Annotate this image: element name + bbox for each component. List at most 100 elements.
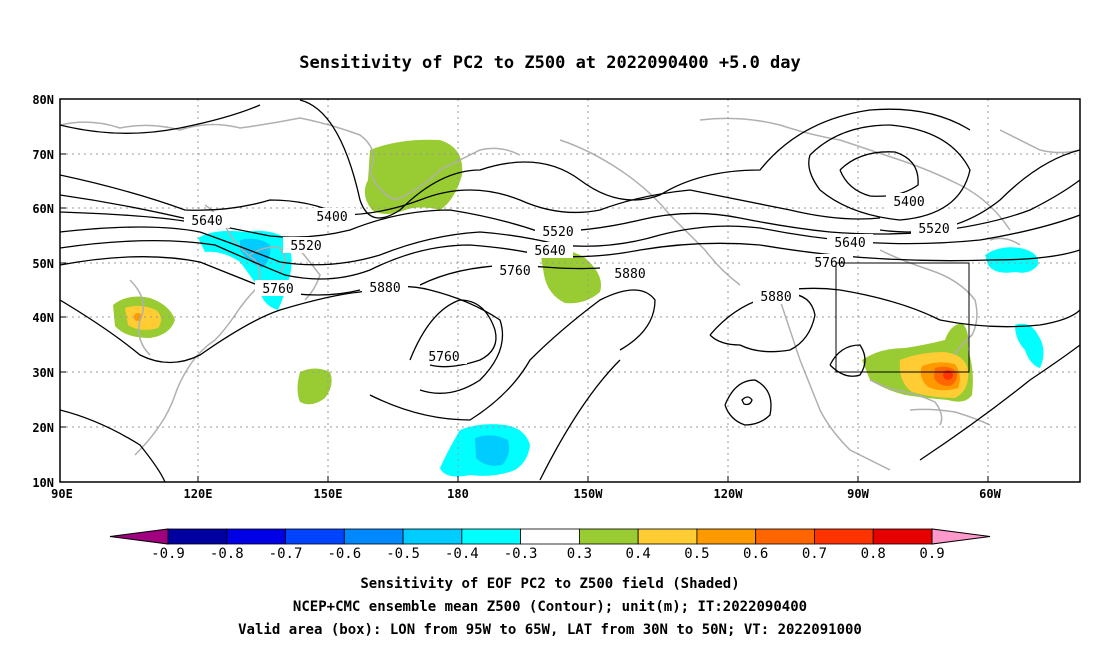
colorbar-swatch xyxy=(402,528,463,545)
colorbar-swatch xyxy=(814,528,874,545)
lon-tick-label: 180 xyxy=(447,487,469,501)
colorbar-label: -0.8 xyxy=(210,546,244,562)
map-frame xyxy=(59,98,1081,483)
contour-line xyxy=(741,396,753,406)
shade-positive-region xyxy=(540,248,601,304)
contour-label: 5400 xyxy=(316,210,347,225)
contour-line xyxy=(808,124,971,221)
lat-tick-label: 80N xyxy=(32,93,54,107)
contour-line xyxy=(879,149,1080,233)
coastline xyxy=(909,408,991,426)
lat-tick-label: 10N xyxy=(32,476,54,490)
lon-tick-label: 90W xyxy=(847,487,869,501)
lon-axis: 90E 120E 150E 180 150W 120W 90W 60W xyxy=(51,476,1002,501)
lon-tick-label: 90E xyxy=(51,487,73,501)
contour-line xyxy=(539,359,621,481)
contour-labels: 5400 5400 5520 5520 5520 5640 5640 5640 … xyxy=(184,193,957,365)
contour-line xyxy=(829,344,866,377)
contour-line xyxy=(359,285,504,394)
lon-tick-label: 150W xyxy=(574,487,604,501)
valid-area-box xyxy=(835,262,970,373)
lon-tick-label: 120W xyxy=(714,487,744,501)
coastline xyxy=(134,204,261,456)
contour-line xyxy=(60,99,971,219)
lat-axis: 80N 70N 60N 50N 40N 30N 20N 10N xyxy=(32,93,66,490)
contour-label: 5880 xyxy=(760,290,791,305)
contour-label: 5760 xyxy=(428,350,459,365)
contour-label: 5880 xyxy=(369,281,400,296)
lat-tick-label: 70N xyxy=(32,148,54,162)
sensitivity-shading xyxy=(113,139,1044,477)
lat-tick-label: 50N xyxy=(32,257,54,271)
lat-tick-label: 30N xyxy=(32,366,54,380)
footer-line-1: Sensitivity of EOF PC2 to Z500 field (Sh… xyxy=(360,576,739,592)
coastline xyxy=(129,279,151,356)
colorbar-swatch xyxy=(461,528,522,545)
colorbar-label: 0.6 xyxy=(743,546,768,562)
lat-tick-label: 40N xyxy=(32,311,54,325)
colorbar-label: 0.9 xyxy=(919,546,944,562)
contour-label: 5880 xyxy=(614,267,645,282)
colorbar-label: 0.8 xyxy=(861,546,886,562)
colorbar-label: -0.3 xyxy=(504,546,538,562)
contour-line xyxy=(60,256,361,296)
lat-tick-label: 60N xyxy=(32,202,54,216)
coastline xyxy=(249,246,286,273)
map-area: 5400 5400 5520 5520 5520 5640 5640 5640 … xyxy=(60,99,1080,482)
lon-tick-label: 150E xyxy=(314,487,343,501)
colorbar-label: 0.5 xyxy=(684,546,709,562)
contour-line xyxy=(60,211,191,223)
contour-line xyxy=(839,151,919,197)
colorbar-label: -0.6 xyxy=(327,546,361,562)
colorbar-swatch xyxy=(872,528,933,545)
map-title: Sensitivity of PC2 to Z500 at 2022090400… xyxy=(299,53,801,73)
contour-label: 5520 xyxy=(290,239,321,254)
grid-lines xyxy=(60,99,1080,482)
colorbar-swatch xyxy=(520,528,580,545)
contour-label: 5640 xyxy=(834,236,865,251)
coastline xyxy=(879,249,978,356)
colorbar-swatch xyxy=(167,528,228,545)
contour-line xyxy=(60,409,166,482)
colorbar-label: 0.3 xyxy=(567,546,592,562)
colorbar-label: 0.7 xyxy=(802,546,827,562)
shade-positive-region xyxy=(364,139,463,214)
colorbar-label: -0.4 xyxy=(445,546,479,562)
coastline xyxy=(299,249,321,301)
coastline xyxy=(779,299,891,471)
colorbar-label: -0.7 xyxy=(269,546,303,562)
colorbar-swatch xyxy=(578,528,639,545)
colorbar-swatch xyxy=(696,528,757,545)
contour-line xyxy=(759,287,1080,328)
footer-line-2: NCEP+CMC ensemble mean Z500 (Contour); u… xyxy=(293,599,807,615)
contour-label: 5520 xyxy=(542,225,573,240)
contour-line xyxy=(369,289,656,421)
contour-line xyxy=(409,299,497,368)
contour-line xyxy=(919,344,1080,461)
contour-label: 5520 xyxy=(918,222,949,237)
shade-positive-region xyxy=(125,305,162,330)
contour-label: 5400 xyxy=(893,195,924,210)
colorbar-swatch xyxy=(285,528,345,545)
lon-tick-label: 120E xyxy=(184,487,213,501)
colorbar-swatch xyxy=(755,528,815,545)
contour-label: 5760 xyxy=(814,256,845,271)
colorbar-swatch xyxy=(226,528,286,545)
shade-positive-region xyxy=(297,368,332,405)
colorbar-label: -0.5 xyxy=(386,546,420,562)
coastline xyxy=(60,117,521,201)
contour-line xyxy=(724,379,772,426)
coastline xyxy=(999,129,1080,154)
shade-negative-region xyxy=(475,435,510,466)
shade-negative-region xyxy=(240,238,271,268)
colorbar-arrow-low xyxy=(109,528,169,545)
contour-label: 5640 xyxy=(534,244,565,259)
contour-label: 5760 xyxy=(262,282,293,297)
colorbar-label: -0.9 xyxy=(151,546,185,562)
contour-label: 5640 xyxy=(191,214,222,229)
coastline xyxy=(989,237,1021,246)
colorbar-arrow-high xyxy=(931,528,991,545)
lat-tick-label: 20N xyxy=(32,421,54,435)
colorbar-label: 0.4 xyxy=(626,546,651,562)
